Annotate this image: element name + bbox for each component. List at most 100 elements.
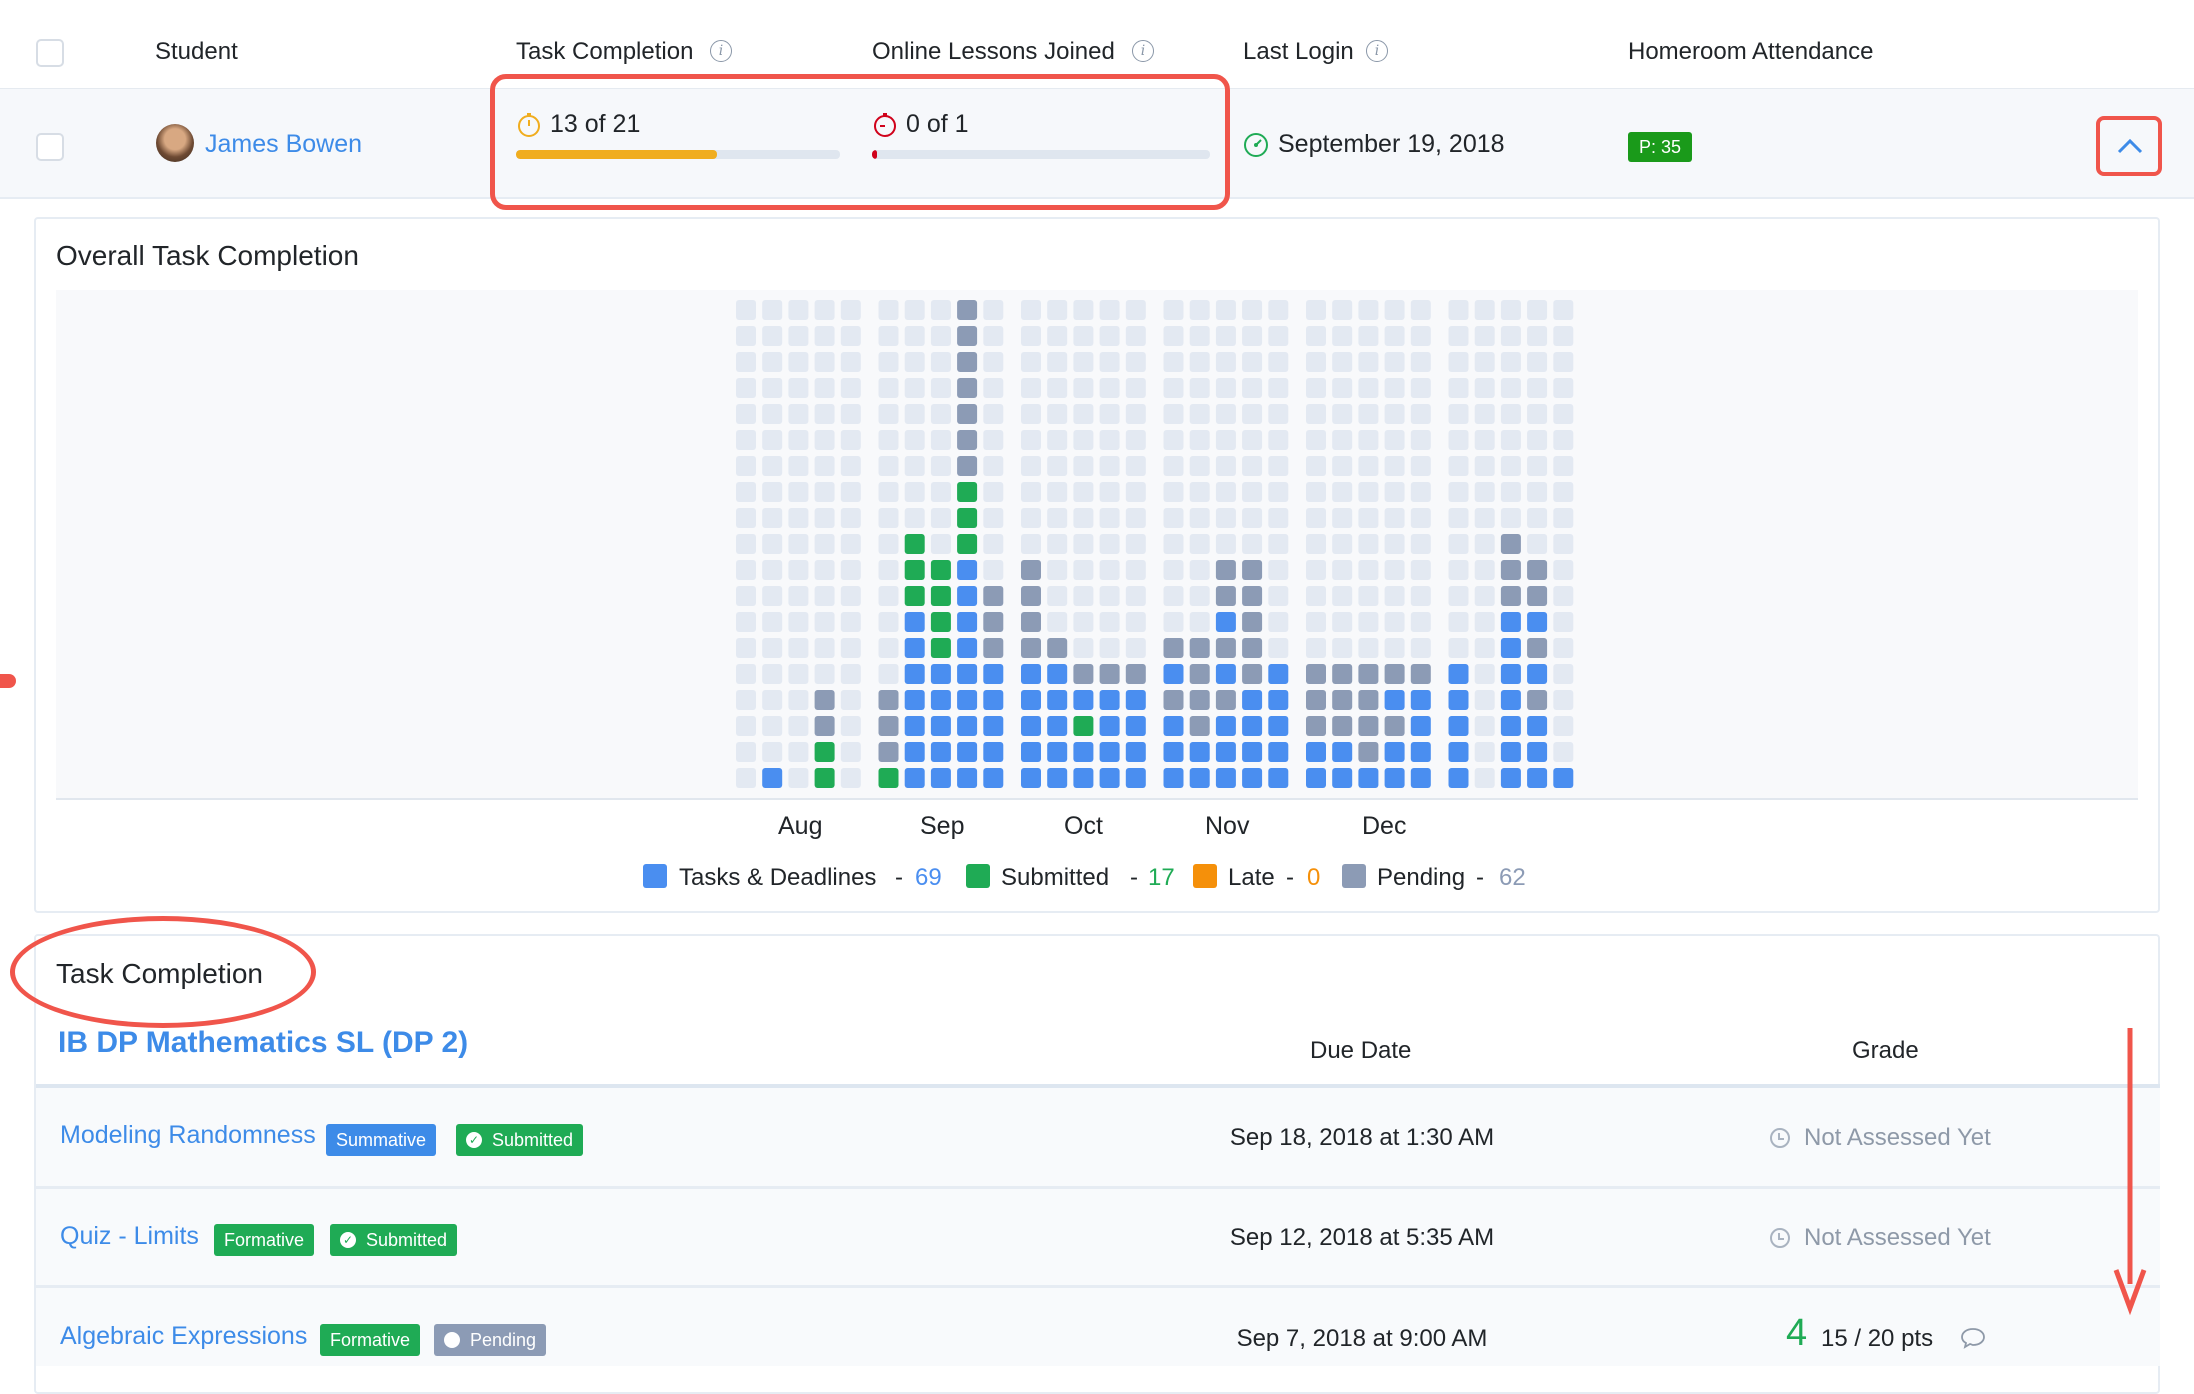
heatmap-cell-tasks-deadlines[interactable] (983, 664, 1004, 684)
heatmap-cell-tasks-deadlines[interactable] (1268, 690, 1289, 710)
heatmap-cell-tasks-deadlines[interactable] (1448, 690, 1469, 710)
heatmap-cell-tasks-deadlines[interactable] (983, 742, 1004, 762)
heatmap-cell-pending[interactable] (1242, 586, 1263, 606)
heatmap-cell-pending[interactable] (1527, 690, 1548, 710)
heatmap-cell-tasks-deadlines[interactable] (1021, 690, 1041, 710)
heatmap-cell-submitted[interactable] (930, 586, 951, 606)
heatmap-cell-tasks-deadlines[interactable] (1125, 742, 1146, 762)
heatmap-cell-pending[interactable] (878, 742, 899, 762)
heatmap-cell-tasks-deadlines[interactable] (957, 560, 978, 580)
select-all-checkbox[interactable] (36, 39, 64, 67)
heatmap-cell-pending[interactable] (1163, 690, 1184, 710)
student-row[interactable] (0, 89, 2194, 199)
heatmap-cell-tasks-deadlines[interactable] (1268, 768, 1289, 788)
row-checkbox[interactable] (36, 133, 64, 161)
heatmap-cell-pending[interactable] (957, 300, 978, 320)
collapse-row-button[interactable] (2096, 116, 2162, 176)
heatmap-cell-submitted[interactable] (904, 560, 925, 580)
heatmap-cell-tasks-deadlines[interactable] (1021, 716, 1041, 736)
heatmap-cell-pending[interactable] (1242, 612, 1263, 632)
heatmap-cell-tasks-deadlines[interactable] (1125, 716, 1146, 736)
heatmap-cell-tasks-deadlines[interactable] (904, 690, 925, 710)
heatmap-cell-submitted[interactable] (930, 638, 951, 658)
heatmap-cell-pending[interactable] (957, 326, 978, 346)
heatmap-cell-pending[interactable] (1215, 638, 1236, 658)
heatmap-cell-tasks-deadlines[interactable] (983, 768, 1004, 788)
heatmap-cell-tasks-deadlines[interactable] (930, 716, 951, 736)
heatmap-cell-pending[interactable] (1215, 586, 1236, 606)
heatmap-cell-pending[interactable] (1073, 664, 1094, 684)
heatmap-cell-tasks-deadlines[interactable] (1358, 768, 1379, 788)
heatmap-cell-submitted[interactable] (930, 612, 951, 632)
heatmap-cell-tasks-deadlines[interactable] (904, 742, 925, 762)
heatmap-cell-tasks-deadlines[interactable] (1215, 612, 1236, 632)
heatmap-cell-tasks-deadlines[interactable] (1189, 768, 1210, 788)
heatmap-cell-tasks-deadlines[interactable] (1527, 742, 1548, 762)
heatmap-cell-tasks-deadlines[interactable] (904, 612, 925, 632)
heatmap-cell-pending[interactable] (1500, 586, 1521, 606)
heatmap-cell-pending[interactable] (814, 716, 835, 736)
heatmap-cell-tasks-deadlines[interactable] (1242, 768, 1263, 788)
heatmap-cell-pending[interactable] (1047, 638, 1068, 658)
heatmap-cell-pending[interactable] (1099, 664, 1120, 684)
heatmap-cell-pending[interactable] (1527, 586, 1548, 606)
heatmap-cell-tasks-deadlines[interactable] (1306, 768, 1326, 788)
heatmap-cell-tasks-deadlines[interactable] (957, 742, 978, 762)
heatmap-cell-tasks-deadlines[interactable] (1021, 664, 1041, 684)
course-title-link[interactable]: IB DP Mathematics SL (DP 2) (58, 1026, 469, 1059)
heatmap-cell-tasks-deadlines[interactable] (904, 638, 925, 658)
heatmap-cell-tasks-deadlines[interactable] (983, 690, 1004, 710)
heatmap-cell-pending[interactable] (1332, 716, 1353, 736)
heatmap-cell-pending[interactable] (1358, 742, 1379, 762)
heatmap-cell-tasks-deadlines[interactable] (1215, 664, 1236, 684)
heatmap-cell-tasks-deadlines[interactable] (1410, 690, 1431, 710)
heatmap-cell-tasks-deadlines[interactable] (1215, 716, 1236, 736)
heatmap-cell-submitted[interactable] (957, 482, 978, 502)
heatmap-cell-pending[interactable] (1527, 638, 1548, 658)
heatmap-cell-pending[interactable] (1332, 664, 1353, 684)
heatmap-cell-tasks-deadlines[interactable] (1047, 742, 1068, 762)
column-header-online-lessons[interactable]: Online Lessons Joined (872, 38, 1115, 65)
heatmap-cell-submitted[interactable] (904, 586, 925, 606)
heatmap-cell-tasks-deadlines[interactable] (904, 664, 925, 684)
column-header-due-date[interactable]: Due Date (1310, 1037, 1412, 1064)
heatmap-cell-tasks-deadlines[interactable] (1448, 664, 1469, 684)
heatmap-cell-pending[interactable] (1332, 690, 1353, 710)
heatmap-cell-pending[interactable] (1021, 638, 1041, 658)
heatmap-cell-pending[interactable] (1358, 664, 1379, 684)
heatmap-cell-tasks-deadlines[interactable] (1410, 768, 1431, 788)
heatmap-cell-tasks-deadlines[interactable] (1215, 742, 1236, 762)
heatmap-cell-tasks-deadlines[interactable] (1163, 716, 1184, 736)
student-name-link[interactable]: James Bowen (205, 130, 363, 158)
heatmap-cell-tasks-deadlines[interactable] (957, 638, 978, 658)
heatmap-cell-tasks-deadlines[interactable] (1099, 768, 1120, 788)
heatmap-cell-tasks-deadlines[interactable] (1021, 768, 1041, 788)
heatmap-cell-pending[interactable] (957, 456, 978, 476)
info-icon[interactable]: i (1366, 40, 1388, 62)
heatmap-cell-submitted[interactable] (878, 768, 899, 788)
heatmap-cell-pending[interactable] (878, 690, 899, 710)
heatmap-cell-tasks-deadlines[interactable] (957, 586, 978, 606)
heatmap-cell-tasks-deadlines[interactable] (1527, 664, 1548, 684)
heatmap-cell-tasks-deadlines[interactable] (1073, 690, 1094, 710)
heatmap-cell-tasks-deadlines[interactable] (1047, 664, 1068, 684)
heatmap-cell-tasks-deadlines[interactable] (1242, 716, 1263, 736)
heatmap-cell-pending[interactable] (1125, 664, 1146, 684)
heatmap-cell-pending[interactable] (1500, 560, 1521, 580)
heatmap-cell-submitted[interactable] (930, 560, 951, 580)
heatmap-cell-pending[interactable] (1215, 560, 1236, 580)
heatmap-cell-tasks-deadlines[interactable] (1500, 768, 1521, 788)
heatmap-cell-tasks-deadlines[interactable] (1242, 690, 1263, 710)
heatmap-cell-pending[interactable] (983, 638, 1004, 658)
heatmap-cell-pending[interactable] (1384, 716, 1405, 736)
column-header-task-completion[interactable]: Task Completion (516, 38, 694, 65)
heatmap-cell-pending[interactable] (1384, 664, 1405, 684)
info-icon[interactable]: i (1132, 40, 1154, 62)
heatmap-cell-tasks-deadlines[interactable] (1332, 742, 1353, 762)
column-header-student[interactable]: Student (155, 38, 238, 65)
heatmap-cell-tasks-deadlines[interactable] (1047, 690, 1068, 710)
heatmap-cell-pending[interactable] (1189, 638, 1210, 658)
heatmap-cell-tasks-deadlines[interactable] (930, 664, 951, 684)
heatmap-cell-pending[interactable] (1306, 690, 1326, 710)
heatmap-cell-pending[interactable] (1215, 690, 1236, 710)
